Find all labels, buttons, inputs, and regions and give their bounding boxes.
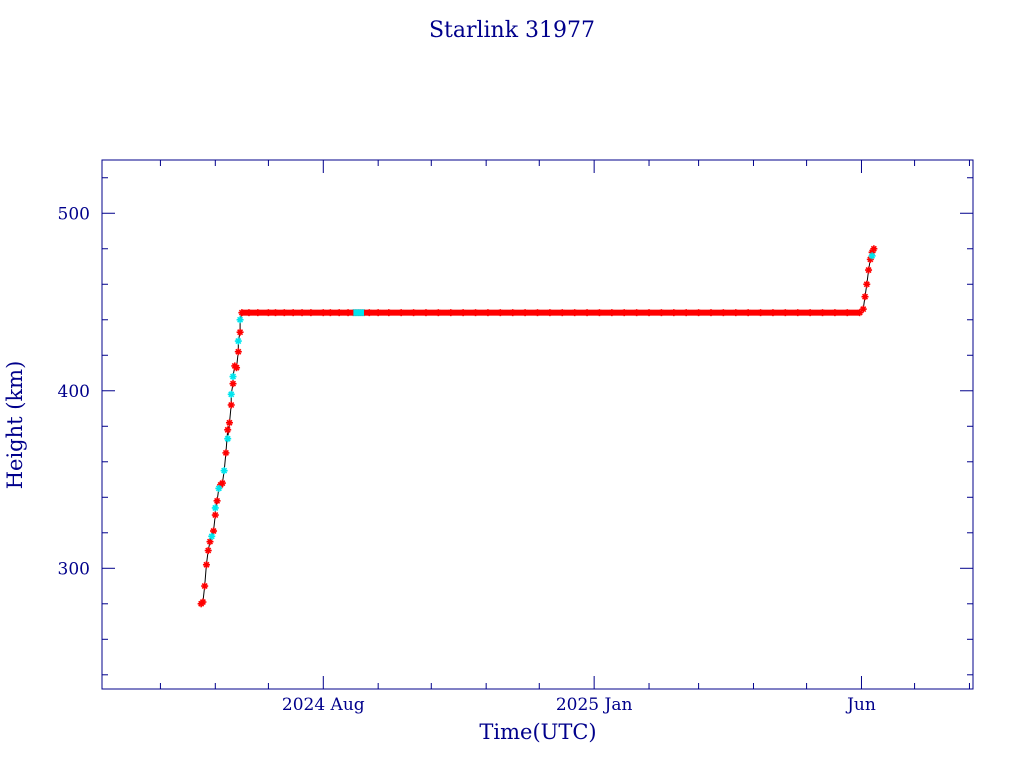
data-point-red [870,245,878,253]
x-tick-label: Jun [845,695,876,715]
y-tick-label: 400 [58,382,90,402]
y-axis-label: Height (km) [3,361,27,490]
data-point-red [861,293,869,301]
data-line [200,248,875,605]
y-tick-label: 500 [58,204,90,224]
height-trace-line [200,248,875,605]
data-markers [197,245,878,608]
data-point-cyan [215,484,223,492]
data-point-red [211,511,219,519]
data-point-red [227,401,235,409]
x-axis-label: Time(UTC) [479,720,596,744]
x-tick-label: 2024 Aug [282,695,365,715]
data-point-cyan [868,252,876,260]
plateau-marker-band [241,309,860,316]
data-point-red [206,538,214,546]
plot-frame [101,159,974,690]
data-point-cyan [220,467,228,475]
x-tick-label: 2025 Jan [556,695,633,715]
chart-title: Starlink 31977 [429,18,595,43]
data-point-red [225,419,233,427]
data-point-red [213,497,221,505]
data-point-cyan [234,337,242,345]
data-point-red [224,426,232,434]
data-point-red [859,305,867,313]
data-point-cyan [227,390,235,398]
data-point-red [204,547,212,555]
axis-ticks [102,160,973,689]
data-point-red [201,582,209,590]
data-point-cyan [224,435,232,443]
data-point-cyan [236,316,244,324]
data-point-cyan [208,532,216,540]
data-point-red [222,449,230,457]
data-point-red [233,364,241,372]
data-point-red [236,328,244,336]
data-point-red [863,280,871,288]
data-point-red [199,598,207,606]
data-point-red [229,380,237,388]
data-point-cyan [211,504,219,512]
data-point-red [865,266,873,274]
data-point-red [234,348,242,356]
data-point-red [202,561,210,569]
plateau-marker-band-cyan [353,309,365,316]
y-tick-label: 300 [58,559,90,579]
data-point-red [218,479,226,487]
data-point-cyan [229,373,237,381]
data-point-red [210,527,218,535]
tick-labels: 300 400 500 2024 Aug 2025 Jan Jun [58,204,876,715]
